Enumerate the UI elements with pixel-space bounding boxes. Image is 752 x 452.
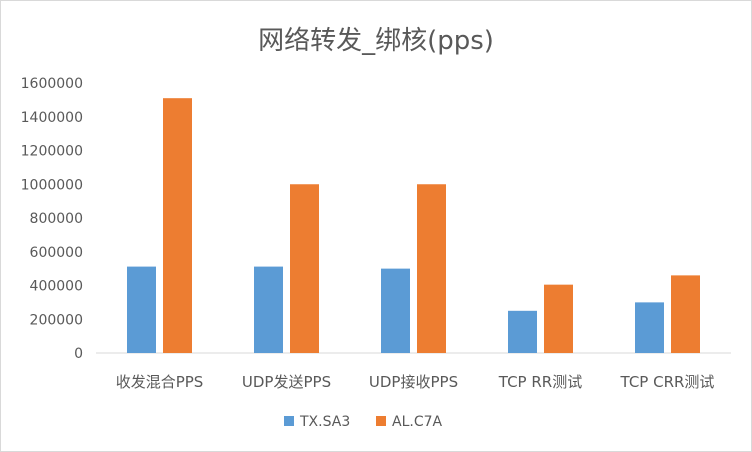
bars-group bbox=[127, 98, 700, 353]
bar-al-c7a-2 bbox=[417, 184, 446, 353]
legend-label: TX.SA3 bbox=[299, 414, 350, 430]
x-category-label: UDP接收PPS bbox=[369, 373, 458, 391]
legend-label: AL.C7A bbox=[392, 414, 443, 430]
x-category-label: TCP CRR测试 bbox=[620, 373, 715, 391]
x-category-label: 收发混合PPS bbox=[116, 373, 204, 391]
bar-tx-sa3-0 bbox=[127, 266, 156, 353]
x-category-label: TCP RR测试 bbox=[498, 373, 582, 391]
y-tick-label: 400000 bbox=[30, 279, 83, 295]
y-tick-label: 0 bbox=[74, 346, 83, 362]
bar-tx-sa3-1 bbox=[254, 266, 283, 353]
bar-tx-sa3-3 bbox=[508, 310, 537, 353]
bar-al-c7a-0 bbox=[163, 98, 192, 353]
bar-al-c7a-4 bbox=[671, 275, 700, 353]
y-tick-label: 800000 bbox=[30, 211, 83, 227]
y-tick-label: 200000 bbox=[30, 312, 83, 328]
bar-tx-sa3-2 bbox=[381, 268, 410, 353]
y-tick-label: 1200000 bbox=[21, 144, 83, 160]
bar-tx-sa3-4 bbox=[635, 302, 664, 353]
chart-title: 网络转发_绑核(pps) bbox=[258, 26, 494, 56]
x-category-label: UDP发送PPS bbox=[242, 373, 331, 391]
legend: TX.SA3 AL.C7A bbox=[284, 414, 443, 430]
y-tick-label: 600000 bbox=[30, 245, 83, 261]
bar-al-c7a-3 bbox=[544, 284, 573, 353]
x-axis: 收发混合PPS UDP发送PPS UDP接收PPS TCP RR测试 TCP CRR测试 bbox=[96, 352, 731, 391]
y-tick-label: 1600000 bbox=[21, 76, 83, 92]
y-tick-label: 1400000 bbox=[21, 110, 83, 126]
legend-swatch bbox=[376, 416, 386, 426]
bar-al-c7a-1 bbox=[290, 184, 319, 353]
y-axis: 0 200000 400000 600000 800000 1000000 1200000 1… bbox=[21, 76, 83, 362]
legend-swatch bbox=[284, 416, 294, 426]
y-tick-label: 1000000 bbox=[21, 177, 83, 193]
